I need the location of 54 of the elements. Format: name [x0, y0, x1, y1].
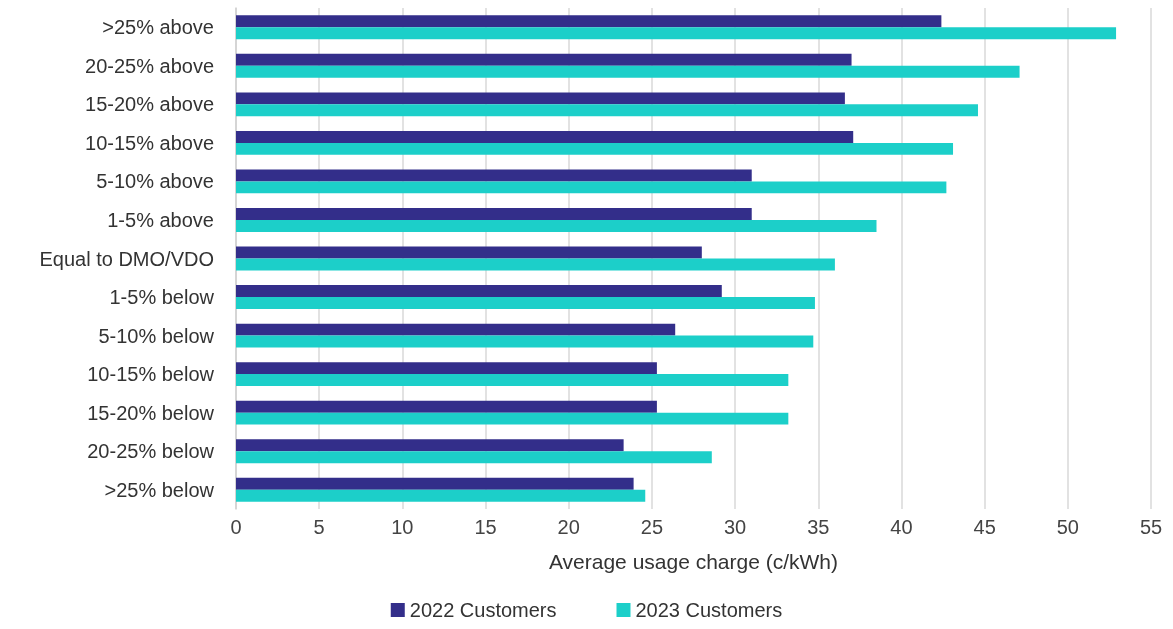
y-tick-label: 15-20% below — [87, 401, 215, 424]
x-tick-label: 55 — [1139, 516, 1163, 538]
bar — [236, 335, 814, 348]
x-tick-label: 30 — [723, 516, 747, 538]
x-tick-label: 5 — [313, 516, 325, 538]
x-tick-label: 0 — [230, 516, 242, 538]
bar — [236, 169, 752, 182]
x-tick-label: 35 — [807, 516, 830, 538]
bar — [236, 439, 624, 452]
x-tick-label: 45 — [973, 516, 996, 538]
bar — [236, 104, 978, 117]
bar — [236, 285, 722, 298]
y-tick-label: 5-10% below — [98, 324, 215, 347]
bar — [236, 451, 712, 464]
y-tick-label: 20-25% below — [87, 440, 215, 463]
x-axis-title: Average usage charge (c/kWh) — [548, 550, 839, 573]
bar — [236, 258, 835, 271]
bar — [236, 219, 877, 232]
bar — [236, 208, 752, 220]
bar — [236, 362, 657, 375]
bar — [236, 92, 845, 105]
y-tick-label: 5-10% above — [96, 170, 214, 193]
bar — [236, 130, 854, 143]
bar — [236, 53, 852, 66]
bar — [236, 400, 657, 413]
bar — [236, 297, 815, 309]
bar — [236, 489, 646, 502]
x-tick-label: 40 — [890, 516, 913, 538]
y-tick-label: >25% below — [104, 478, 215, 501]
bar — [236, 65, 1020, 78]
y-tick-label: 20-25% above — [85, 54, 214, 77]
bar — [236, 477, 634, 490]
y-tick-label: 10-15% below — [87, 363, 215, 386]
bar — [236, 27, 1117, 40]
y-tick-label: 1-5% above — [107, 208, 214, 231]
bar — [236, 374, 789, 387]
x-tick-label: 50 — [1056, 516, 1079, 538]
bar — [236, 142, 954, 155]
y-tick-label: >25% above — [102, 16, 214, 39]
x-tick-label: 10 — [391, 516, 414, 538]
x-tick-label: 20 — [557, 516, 580, 538]
legend-label: 2022 Customers — [409, 599, 557, 621]
bar — [236, 15, 942, 28]
bar — [236, 181, 947, 194]
y-tick-label: Equal to DMO/VDO — [39, 247, 214, 270]
y-tick-label: 1-5% below — [109, 286, 215, 309]
legend-label: 2023 Customers — [635, 599, 783, 621]
y-tick-label: 10-15% above — [85, 131, 214, 154]
x-tick-label: 25 — [640, 516, 664, 538]
x-tick-label: 15 — [474, 516, 497, 538]
y-tick-label: 15-20% above — [85, 93, 214, 116]
bar — [236, 323, 676, 336]
bar — [236, 412, 789, 425]
bar — [236, 246, 702, 259]
